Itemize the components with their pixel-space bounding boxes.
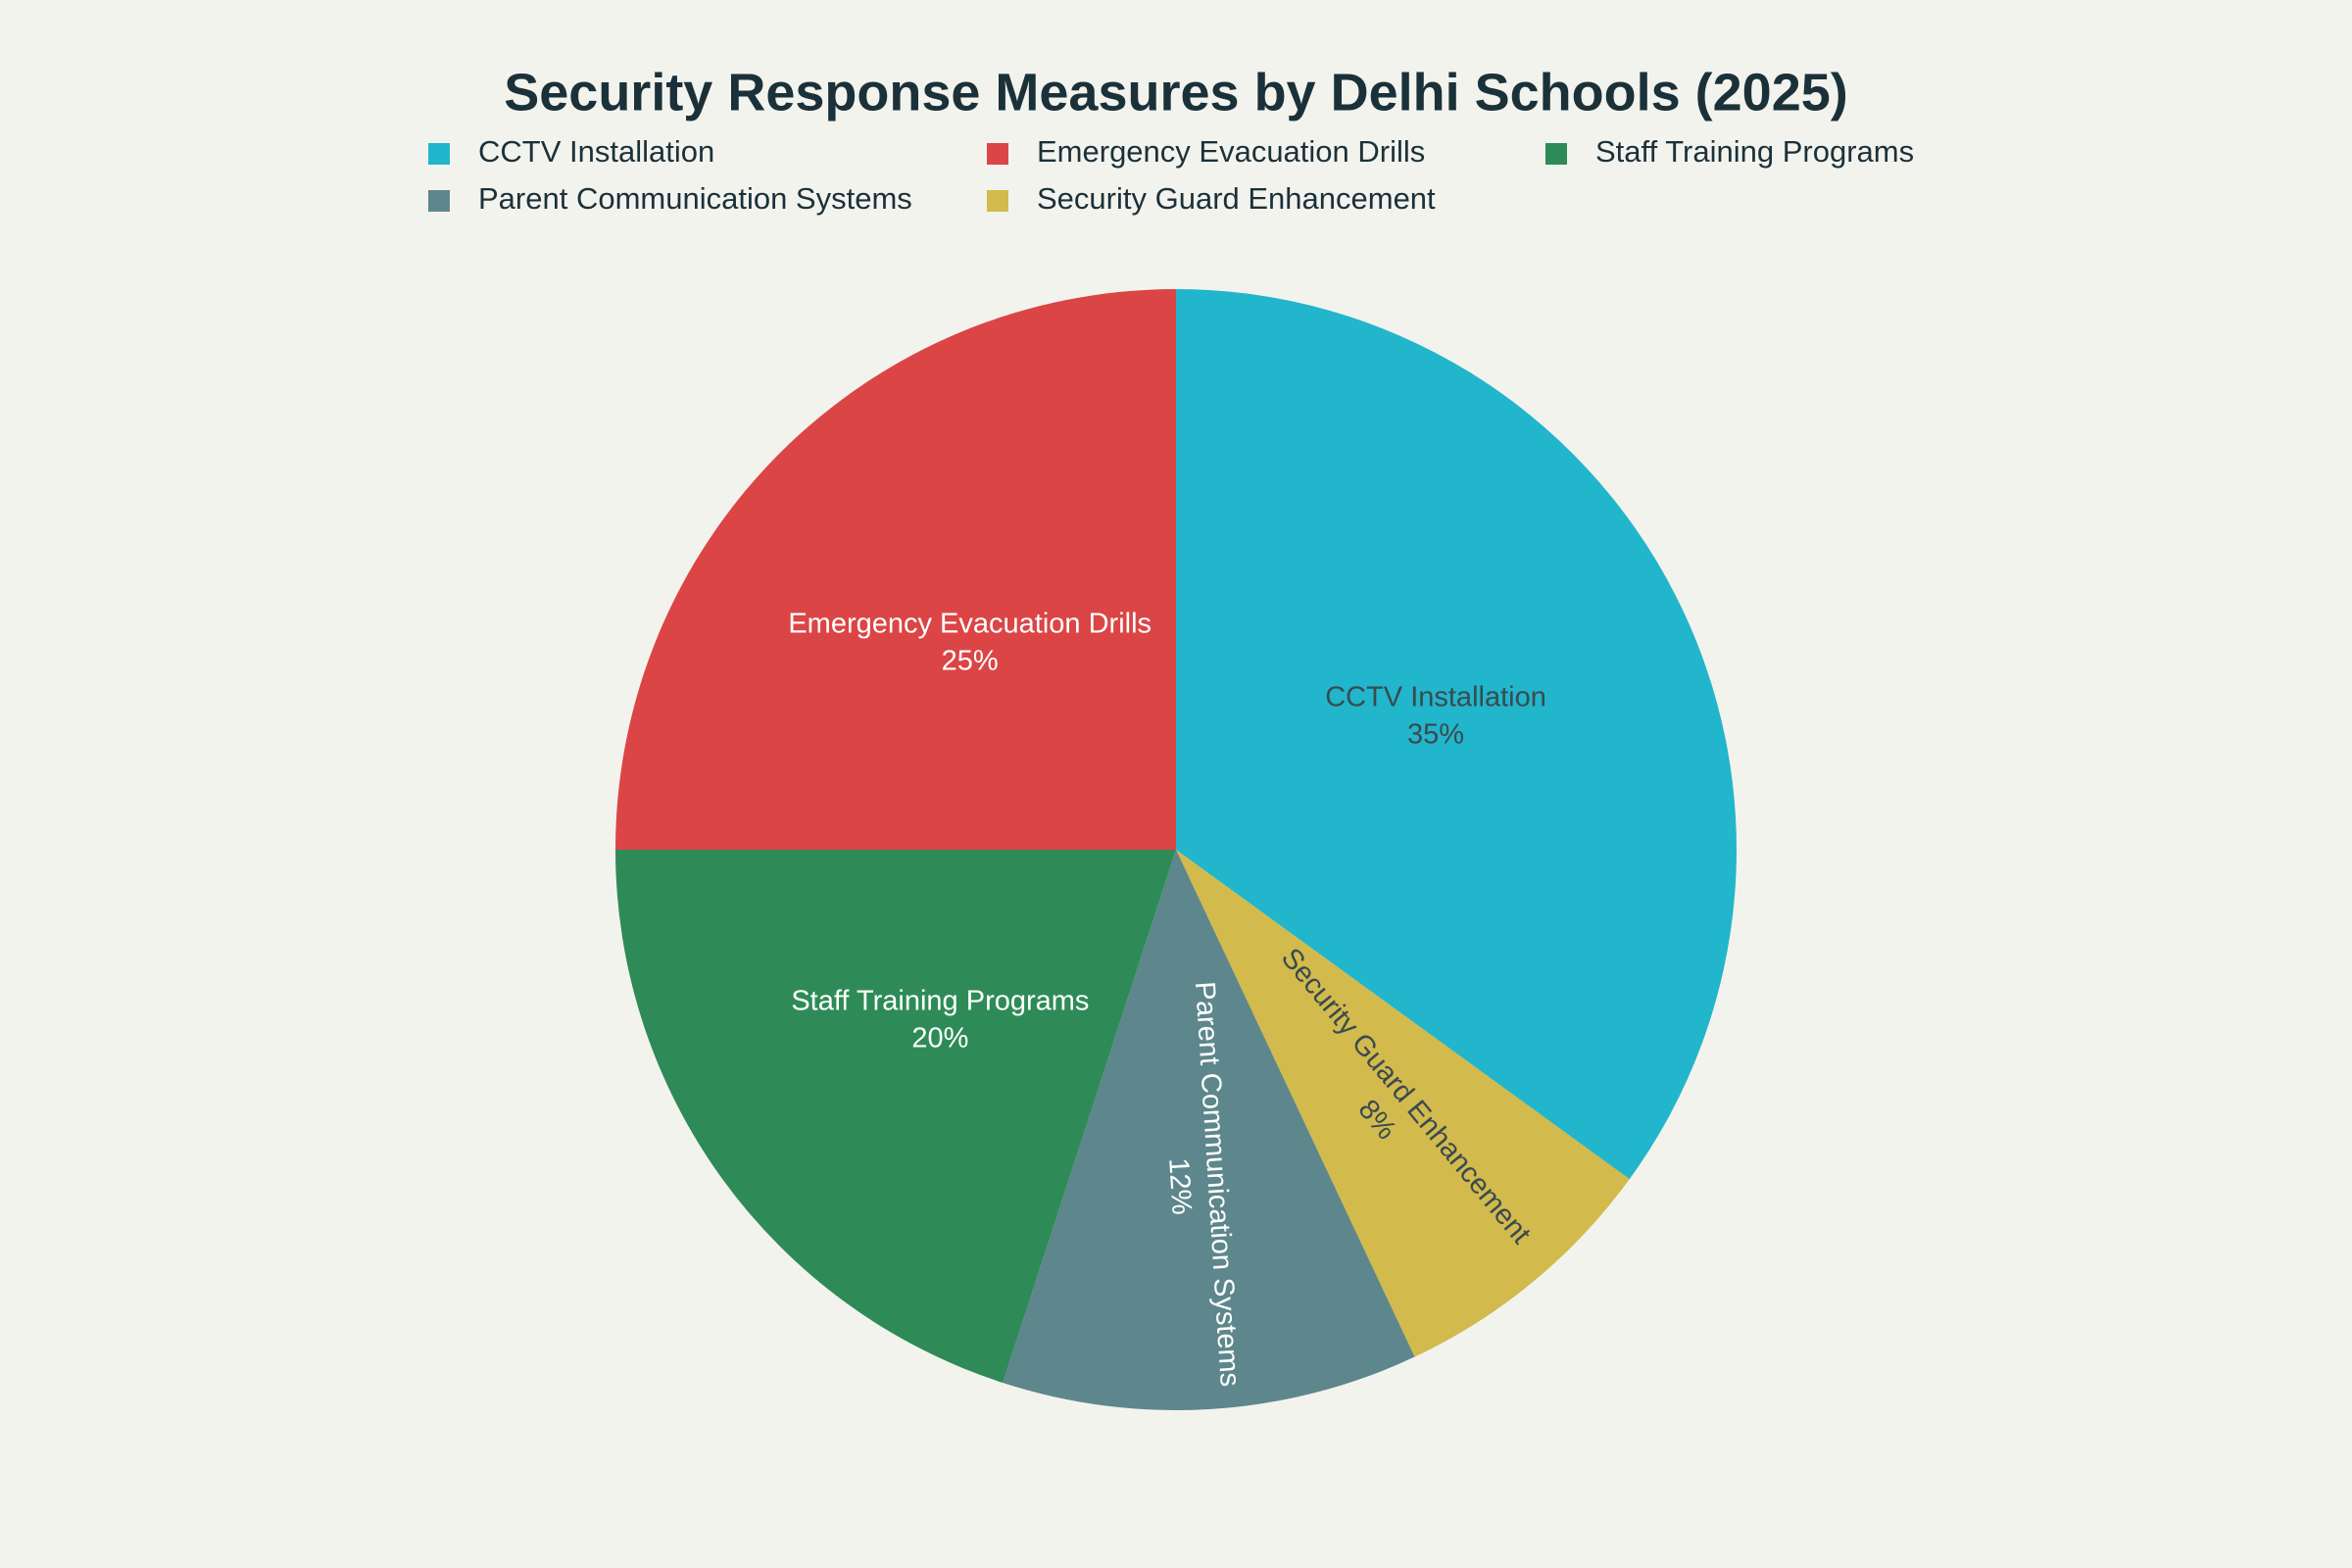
legend-label: CCTV Installation: [478, 134, 714, 169]
pie-slice: [615, 850, 1176, 1384]
slice-label-value: 35%: [1407, 719, 1464, 751]
legend-label: Emergency Evacuation Drills: [1037, 134, 1425, 169]
slice-label-name: Staff Training Programs: [791, 985, 1089, 1016]
legend-label: Parent Communication Systems: [478, 181, 912, 216]
slice-label-name: Emergency Evacuation Drills: [788, 608, 1152, 639]
pie-slice: [1003, 850, 1415, 1410]
chart-title: Security Response Measures by Delhi Scho…: [504, 63, 1848, 122]
slice-label-value: 12%: [1162, 1157, 1198, 1216]
legend-swatch: [987, 190, 1008, 212]
legend-swatch: [428, 143, 450, 165]
slice-label: CCTV Installation 35%: [1325, 682, 1546, 751]
pie-slice: [1176, 289, 1737, 1180]
slice-label: Staff Training Programs 20%: [791, 985, 1089, 1054]
slice-label-value: 20%: [911, 1022, 968, 1054]
slice-label-value: 25%: [942, 645, 999, 676]
legend-label: Staff Training Programs: [1595, 134, 1914, 169]
slice-label-name: CCTV Installation: [1325, 682, 1546, 713]
legend-swatch: [987, 143, 1008, 165]
slice-label: Emergency Evacuation Drills 25%: [788, 608, 1152, 676]
legend-swatch: [1545, 143, 1567, 165]
legend-label: Security Guard Enhancement: [1037, 181, 1436, 216]
pie-slice: [1176, 850, 1630, 1357]
legend-swatch: [428, 190, 450, 212]
pie-slice: [615, 289, 1176, 850]
